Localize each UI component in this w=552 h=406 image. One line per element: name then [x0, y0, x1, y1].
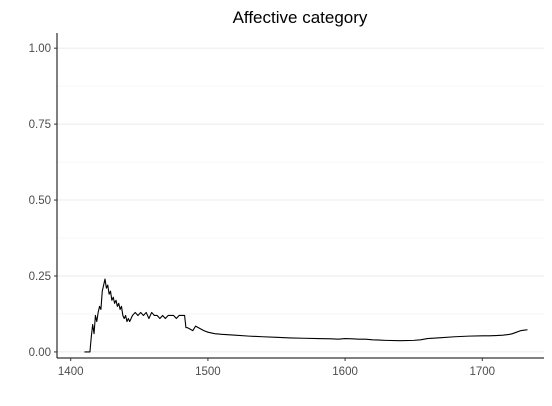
x-tick-label: 1400 — [58, 366, 84, 378]
x-tick-label: 1500 — [195, 366, 221, 378]
x-tick-label: 1600 — [332, 366, 358, 378]
y-tick-label: 0.25 — [29, 271, 51, 283]
y-tick-label: 0.50 — [29, 195, 51, 207]
y-tick-label: 1.00 — [29, 43, 51, 55]
series-group — [84, 278, 528, 353]
axes — [56, 33, 544, 359]
grid-lines — [57, 47, 544, 353]
y-tick-label: 0.75 — [29, 119, 51, 131]
y-tick-label: 0.00 — [29, 347, 51, 359]
chart-title: Affective category — [233, 8, 368, 27]
x-tick-label: 1700 — [469, 366, 495, 378]
y-axis-ticks: 0.00 0.25 0.50 0.75 1.00 — [29, 43, 57, 359]
x-axis-ticks: 1400 1500 1600 1700 — [58, 358, 495, 378]
series-line — [84, 278, 528, 353]
